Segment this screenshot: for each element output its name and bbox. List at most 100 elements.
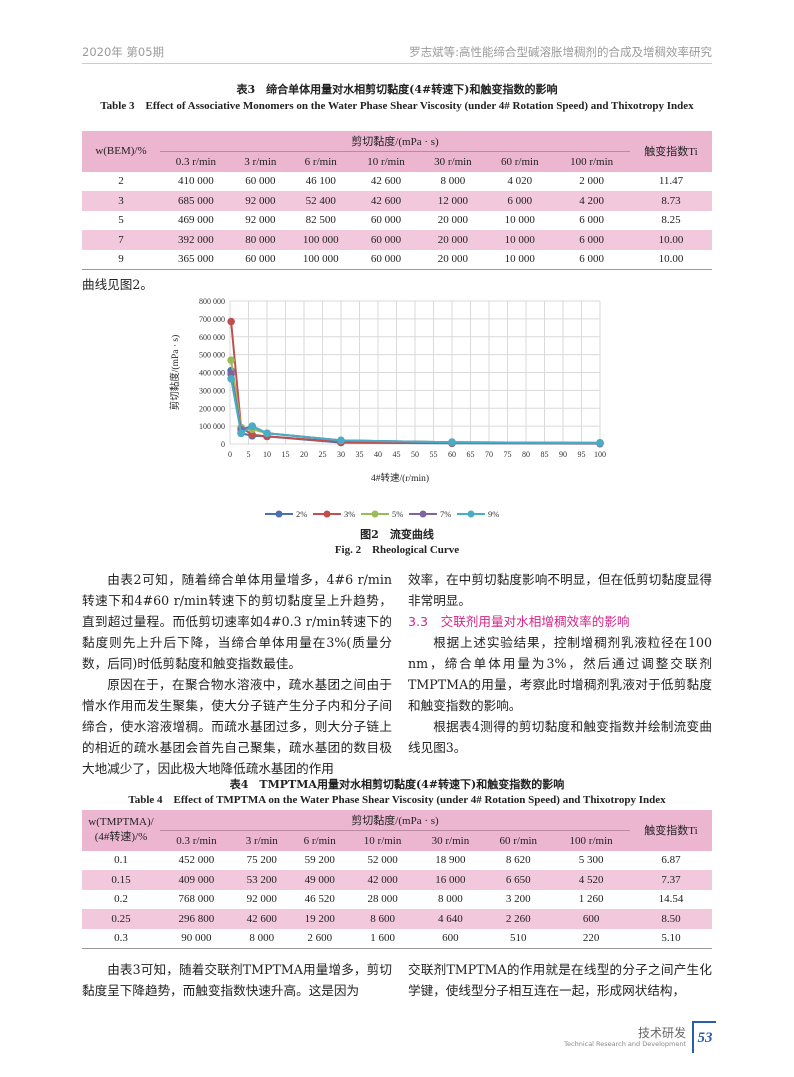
paragraph: 由表3可知，随着交联剂TMPTMA用量增多，剪切黏度呈下降趋势，而触变指数快速升… <box>82 962 392 998</box>
table-cell: 3 200 <box>505 893 531 906</box>
x-tick-label: 35 <box>356 450 364 459</box>
table-cell: 11.47 <box>658 175 684 188</box>
column-header: 60 r/min <box>499 834 538 847</box>
bottom-right-text: 交联剂TMPTMA的作用就是在线型的分子之间产生化学键，使线型分子相互连在一起，… <box>408 959 712 1001</box>
column-header: 10 r/min <box>363 834 402 847</box>
x-tick-label: 50 <box>411 450 419 459</box>
table-cell: 0.2 <box>114 893 128 906</box>
page-number: 53 <box>692 1021 716 1053</box>
y-axis-title: 剪切黏度/(mPa · s) <box>169 335 181 410</box>
column-header: 30 r/min <box>431 834 470 847</box>
table-cell: 53 200 <box>246 873 277 886</box>
legend-marker <box>419 510 427 518</box>
table-cell: 16 000 <box>435 873 466 886</box>
x-tick-label: 55 <box>430 450 438 459</box>
table-cell: 9 <box>118 253 124 266</box>
x-tick-label: 10 <box>263 450 271 459</box>
paragraph: 根据表4测得的剪切黏度和触变指数并绘制流变曲线见图3。 <box>408 719 712 755</box>
table-row: 3 685 000 92 000 52 400 42 600 12 000 6 000 4 2… <box>82 191 712 211</box>
table-cell: 90 000 <box>181 932 212 945</box>
table-cell: 12 000 <box>437 194 469 207</box>
table-cell: 100 000 <box>302 253 339 266</box>
table-cell: 10.00 <box>658 253 684 266</box>
y-tick-label: 700 000 <box>199 315 225 324</box>
table-cell: 60 000 <box>370 233 402 246</box>
table-cell: 92 000 <box>246 893 277 906</box>
legend-label: 2% <box>296 509 307 519</box>
table-cell: 5 300 <box>578 854 604 867</box>
table-cell: 46 520 <box>304 893 335 906</box>
column-header: 0.3 r/min <box>175 155 217 168</box>
column-header: 6 r/min <box>303 834 336 847</box>
legend-marker <box>275 510 283 518</box>
table-cell: 452 000 <box>178 854 215 867</box>
paragraph: 效率，在中剪切黏度影响不明显，但在低剪切黏度显得非常明显。 <box>408 572 712 608</box>
column-header: 100 r/min <box>569 834 613 847</box>
figure-reference: 曲线见图2。 <box>82 277 153 292</box>
table-cell: 0.25 <box>111 912 131 925</box>
table-row: 0.1 452 000 75 200 59 200 52 000 18 900 8 620 5… <box>82 851 712 871</box>
x-tick-label: 85 <box>541 450 549 459</box>
table-row: 9 365 000 60 000 100 000 60 000 20 000 10 000 6… <box>82 250 712 270</box>
paragraph: 由表2可知，随着缔合单体用量增多，4#6 r/min转速下和4#60 r/min… <box>82 572 392 671</box>
paragraph: 交联剂TMPTMA的作用就是在线型的分子之间产生化学键，使线型分子相互连在一起，… <box>408 962 712 998</box>
table-cell: 100 000 <box>302 233 339 246</box>
table4: w(TMPTMA)/(4#转速)/% 剪切黏度/(mPa · s) 触变指数Ti 0.… <box>82 810 712 949</box>
ti-header: 触变指数Ti <box>644 146 698 159</box>
table4-title-cn: 表4 TMPTMA用量对水相剪切黏度(4#转速下)和触变指数的影响 <box>229 778 565 791</box>
legend-marker <box>467 510 475 518</box>
data-point <box>448 438 456 447</box>
table-cell: 409 000 <box>178 873 215 886</box>
legend-label: 5% <box>392 509 403 519</box>
table-cell: 4 020 <box>507 175 533 188</box>
table-cell: 52 000 <box>367 854 398 867</box>
table-cell: 3 <box>118 194 124 207</box>
table-cell: 20 000 <box>437 214 469 227</box>
table-cell: 6 000 <box>579 253 604 266</box>
subheader-row: 0.3 r/min 3 r/min 6 r/min 10 r/min 30 r/min 6… <box>82 830 712 851</box>
table-cell: 220 <box>582 932 600 945</box>
table-cell: 8 000 <box>438 893 463 906</box>
x-tick-label: 95 <box>578 450 586 459</box>
y-tick-label: 200 000 <box>199 404 225 413</box>
table-cell: 5.10 <box>661 932 681 945</box>
table-cell: 8 600 <box>370 912 395 925</box>
column-header: 6 r/min <box>304 155 337 168</box>
table-cell: 8.73 <box>661 194 681 207</box>
table-cell: 6 650 <box>505 873 531 886</box>
table-cell: 10.00 <box>658 233 684 246</box>
y-tick-label: 300 000 <box>199 386 225 395</box>
column-header: 3 r/min <box>244 155 277 168</box>
rheological-chart: 0 5 10 15 20 25 30 35 40 45 50 55 60 65 70 75 80 85 90 95 10… <box>169 297 606 519</box>
table-cell: 4 200 <box>579 194 604 207</box>
table-cell: 18 900 <box>435 854 466 867</box>
x-tick-label: 45 <box>393 450 401 459</box>
table-cell: 510 <box>510 932 527 945</box>
figure2-caption-en: Fig. 2 Rheological Curve <box>334 544 460 556</box>
group-header: 剪切黏度/(mPa · s) <box>160 810 630 831</box>
x-axis-title: 4#转速/(r/min) <box>371 472 429 484</box>
subheader-row: 0.3 r/min 3 r/min 6 r/min 10 r/min 30 r/min 6… <box>82 151 712 172</box>
table-cell: 52 400 <box>305 194 336 207</box>
table-cell: 42 600 <box>246 912 277 925</box>
table3: w(BEM)/% 剪切黏度/(mPa · s) 触变指数Ti 0.3 r/min 3 r… <box>82 131 712 270</box>
y-tick-label: 0 <box>221 440 225 449</box>
data-point <box>237 429 245 438</box>
data-point <box>227 317 235 326</box>
table-cell: 8 000 <box>440 175 466 188</box>
x-tick-label: 70 <box>485 450 493 459</box>
table-cell: 0.15 <box>111 873 131 886</box>
table-cell: 600 <box>582 912 600 925</box>
table4-title-en: Table 4 Effect of TMPTMA on the Water Ph… <box>128 794 666 806</box>
table-cell: 1 600 <box>370 932 395 945</box>
right-column: 效率，在中剪切黏度影响不明显，但在低剪切黏度显得非常明显。 3.3 交联剂用量对… <box>408 569 712 758</box>
footer-section-en: Technical Research and Development <box>564 1040 686 1048</box>
table-cell: 42 000 <box>367 873 398 886</box>
x-tick-label: 90 <box>559 450 567 459</box>
table-cell: 49 000 <box>304 873 335 886</box>
table-row: 0.15 409 000 53 200 49 000 42 000 16 000 6 650… <box>82 870 712 890</box>
ti-header: 触变指数Ti <box>644 825 698 838</box>
header-divider <box>82 63 712 64</box>
table-cell: 5 <box>118 214 124 227</box>
table-cell: 2 000 <box>579 175 604 188</box>
